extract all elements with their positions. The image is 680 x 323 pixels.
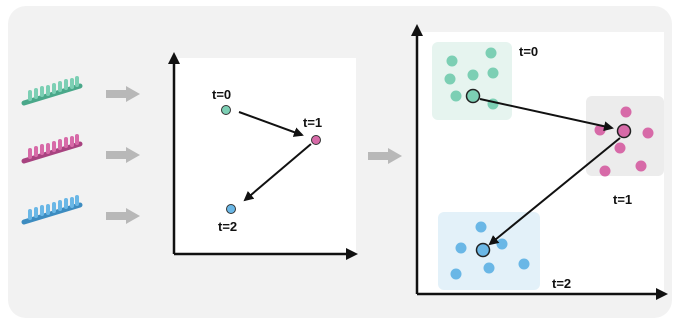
middle-arrow-t0-to-t1 xyxy=(238,111,304,137)
gray-right-arrow-icon xyxy=(368,148,402,164)
right-arrow-t1-to-t2 xyxy=(488,137,621,246)
blue-centroid xyxy=(475,242,491,258)
blue-cluster-points xyxy=(450,221,530,280)
middle-label-t2: t=2 xyxy=(218,219,237,234)
green-centroid xyxy=(465,88,481,104)
middle-plot-axes xyxy=(168,52,358,260)
gray-right-arrow-icon xyxy=(106,86,140,102)
right-label-t0: t=0 xyxy=(519,44,538,59)
middle-label-t0: t=0 xyxy=(212,87,231,102)
middle-point-t2 xyxy=(226,204,236,214)
right-arrow-t0-to-t1 xyxy=(479,98,614,132)
green-cluster-region xyxy=(432,42,512,120)
gray-right-arrow-icon xyxy=(106,208,140,224)
right-label-t1: t=1 xyxy=(613,192,632,207)
green-cluster-points xyxy=(444,47,499,110)
right-label-t2: t=2 xyxy=(552,276,571,291)
middle-plot-panel xyxy=(174,58,356,254)
middle-arrow-t1-to-t2 xyxy=(243,143,312,202)
middle-point-t1 xyxy=(311,135,321,145)
blue-cell-icon xyxy=(21,195,83,225)
green-cell-icon xyxy=(21,76,83,106)
right-plot-axes xyxy=(411,24,668,300)
gray-right-arrow-icon xyxy=(106,147,140,163)
middle-label-t1: t=1 xyxy=(303,115,322,130)
pink-centroid xyxy=(616,123,632,139)
middle-point-t0 xyxy=(221,105,231,115)
pink-cell-icon xyxy=(21,134,83,164)
pink-cluster-points xyxy=(594,106,654,177)
